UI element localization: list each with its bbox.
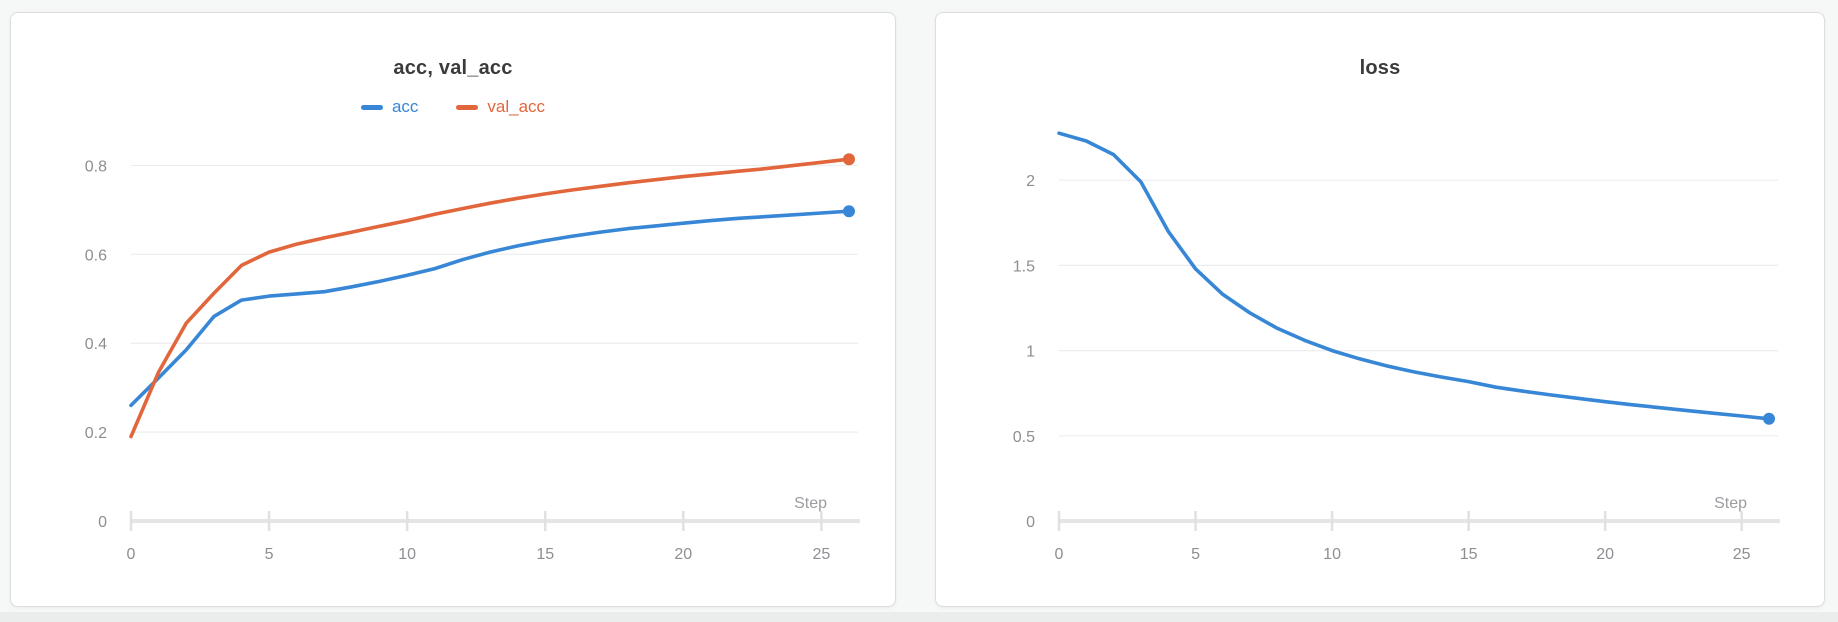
- x-axis-tick-label: 0: [127, 546, 136, 563]
- y-axis-tick-label: 1: [1026, 344, 1035, 361]
- series-line-val_acc: [129, 157, 851, 439]
- y-axis-tick-label: 2: [1026, 173, 1035, 190]
- x-axis-tick-label: 25: [812, 546, 830, 563]
- endpoint-dot-loss: [1763, 412, 1775, 425]
- page-bottom-strip: [0, 612, 1838, 622]
- x-axis-tick-label: 5: [1191, 546, 1200, 563]
- acc-val-acc-plot[interactable]: 0 0.2 0.4 0.6 0.8 0 5 10 15 20 25 Step: [11, 13, 895, 606]
- x-axis-tick-label: 0: [1055, 546, 1064, 563]
- legend-label: val_acc: [487, 97, 546, 116]
- y-axis-tick-label: 0.8: [85, 158, 107, 175]
- legend-item-val_acc: val_acc: [456, 97, 545, 117]
- chart-panel-acc-val-acc[interactable]: 0 0.2 0.4 0.6 0.8 0 5 10 15 20 25 Step acc, val_acc…: [10, 12, 896, 607]
- y-axis-tick-label: 0.6: [85, 247, 107, 264]
- x-axis-tick-label: 10: [398, 546, 416, 563]
- series-line-acc: [129, 209, 851, 408]
- y-axis-tick-label: 0.5: [1013, 429, 1035, 446]
- chart-legend: acc val_acc: [11, 97, 895, 117]
- legend-dash-icon: [456, 104, 479, 110]
- x-axis-title: Step: [1714, 495, 1747, 512]
- legend-dash-icon: [360, 104, 383, 110]
- chart-title: loss: [1359, 57, 1401, 79]
- x-axis-tick-label: 5: [265, 546, 274, 563]
- chart-panel-loss[interactable]: 0 0.5 1 1.5 2 0 5 10 15 20 25 Step loss: [935, 12, 1825, 607]
- endpoint-dot-acc: [843, 205, 855, 218]
- chart-title: acc, val_acc: [393, 57, 513, 79]
- x-axis-tick-label: 20: [674, 546, 692, 563]
- y-axis-tick-label: 0.2: [85, 425, 107, 442]
- y-axis-tick-label: 1.5: [1013, 258, 1035, 275]
- legend-item-acc: acc: [360, 97, 419, 117]
- x-axis-title: Step: [794, 495, 827, 512]
- x-axis-tick-label: 15: [1460, 546, 1478, 563]
- y-axis-tick-label: 0: [98, 514, 107, 531]
- y-axis-tick-label: 0.4: [85, 336, 107, 353]
- series-line-loss: [1057, 131, 1771, 421]
- x-axis-tick-label: 10: [1323, 546, 1341, 563]
- x-axis-tick-label: 15: [536, 546, 554, 563]
- x-axis-tick-label: 20: [1596, 546, 1614, 563]
- x-axis-tick-label: 25: [1733, 546, 1751, 563]
- endpoint-dot-val_acc: [843, 153, 855, 166]
- legend-label: acc: [391, 97, 419, 116]
- y-axis-tick-label: 0: [1026, 514, 1035, 531]
